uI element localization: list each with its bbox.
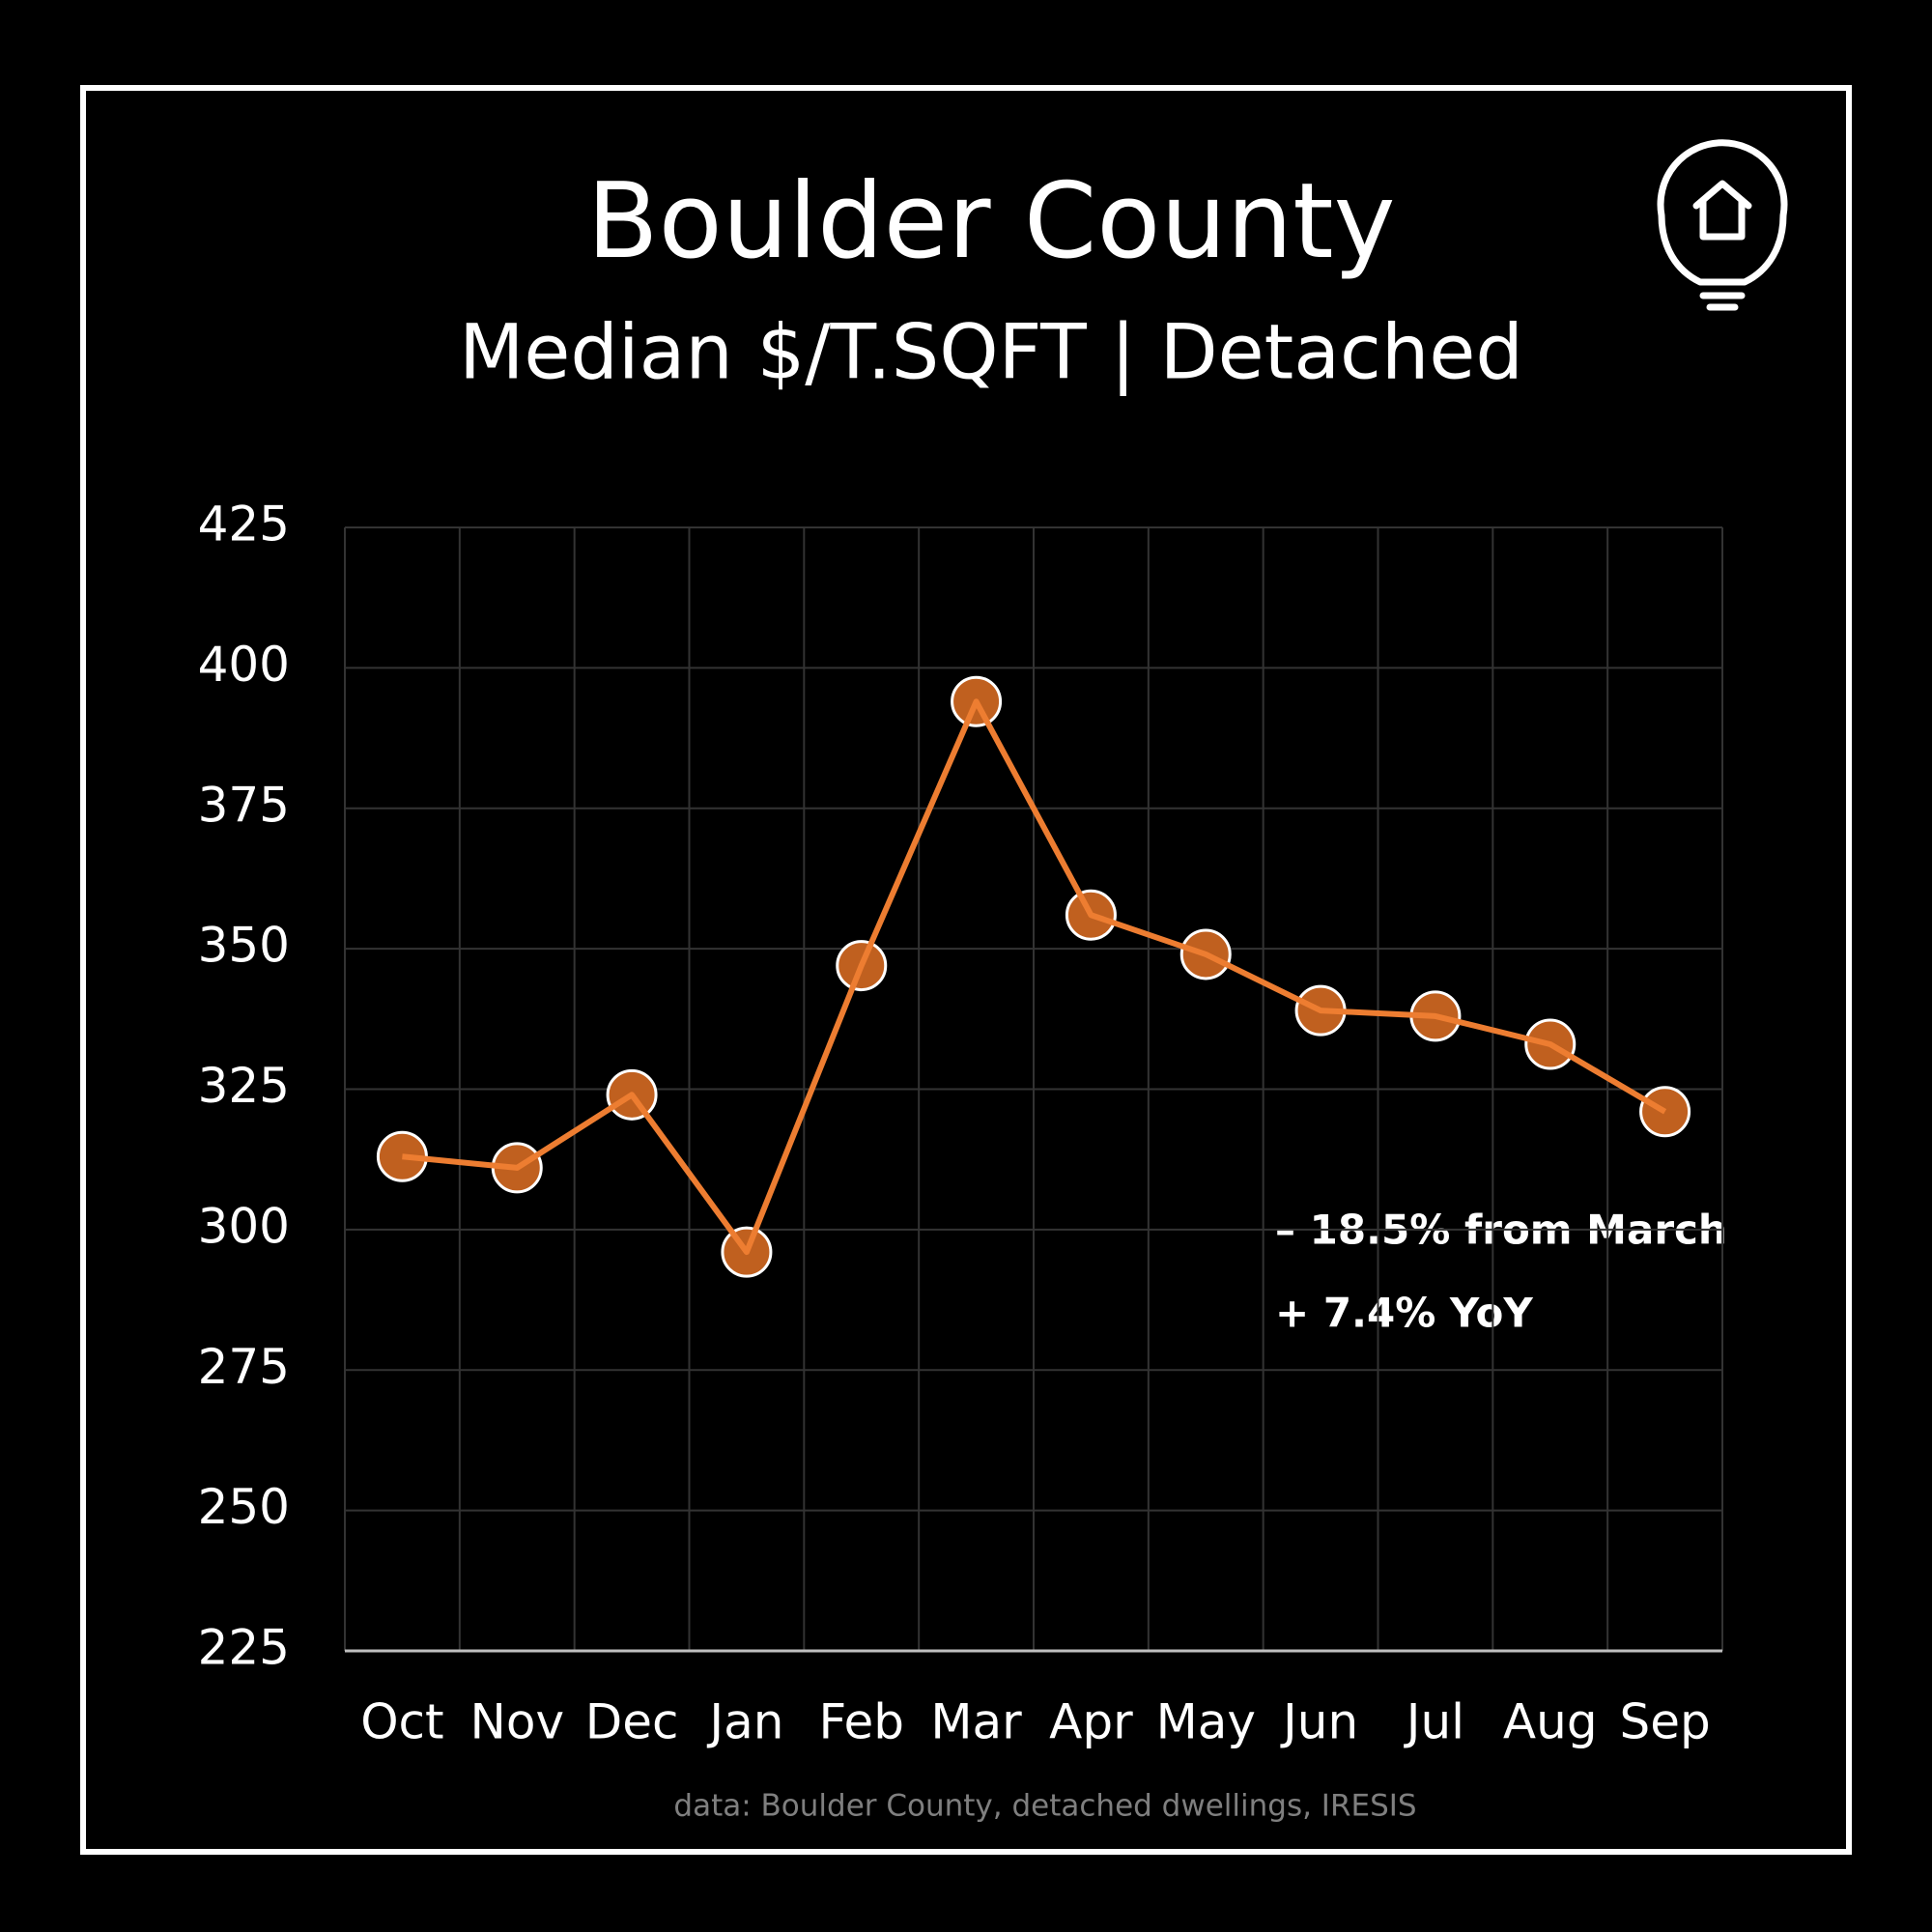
y-tick-label: 225 (198, 1620, 290, 1676)
bulb-outline (1657, 139, 1788, 286)
chart-subtitle: Median $/T.SQFT | Detached (459, 309, 1523, 396)
x-tick-label: Nov (469, 1694, 564, 1750)
bulb-icon (1657, 139, 1788, 311)
y-tick-label: 375 (198, 777, 290, 833)
source-note: data: Boulder County, detached dwellings… (673, 1789, 1416, 1824)
y-tick-label: 350 (198, 918, 290, 974)
house-icon (1692, 180, 1752, 241)
y-tick-label: 275 (198, 1339, 290, 1395)
annotation: + 7.4% YoY (1275, 1290, 1533, 1337)
x-tick-label: Oct (360, 1694, 443, 1750)
y-tick-label: 300 (198, 1198, 290, 1254)
y-tick-label: 400 (198, 637, 290, 693)
y-tick-label: 325 (198, 1058, 290, 1114)
x-tick-label: Jan (706, 1694, 783, 1750)
x-tick-label: Feb (818, 1694, 904, 1750)
x-tick-label: May (1156, 1694, 1256, 1750)
chart-title: Boulder County (587, 161, 1396, 282)
frame (80, 85, 1852, 1855)
x-tick-label: Aug (1503, 1694, 1598, 1750)
y-tick-label: 425 (198, 497, 290, 553)
x-tick-label: Apr (1049, 1694, 1133, 1750)
x-tick-label: Mar (930, 1694, 1022, 1750)
line (402, 698, 1667, 1256)
x-tick-label: Jul (1404, 1694, 1464, 1750)
x-tick-label: Sep (1619, 1694, 1710, 1750)
x-tick-label: Dec (585, 1694, 679, 1750)
y-tick-label: 250 (198, 1479, 290, 1535)
x-tick-label: Jun (1280, 1694, 1358, 1750)
